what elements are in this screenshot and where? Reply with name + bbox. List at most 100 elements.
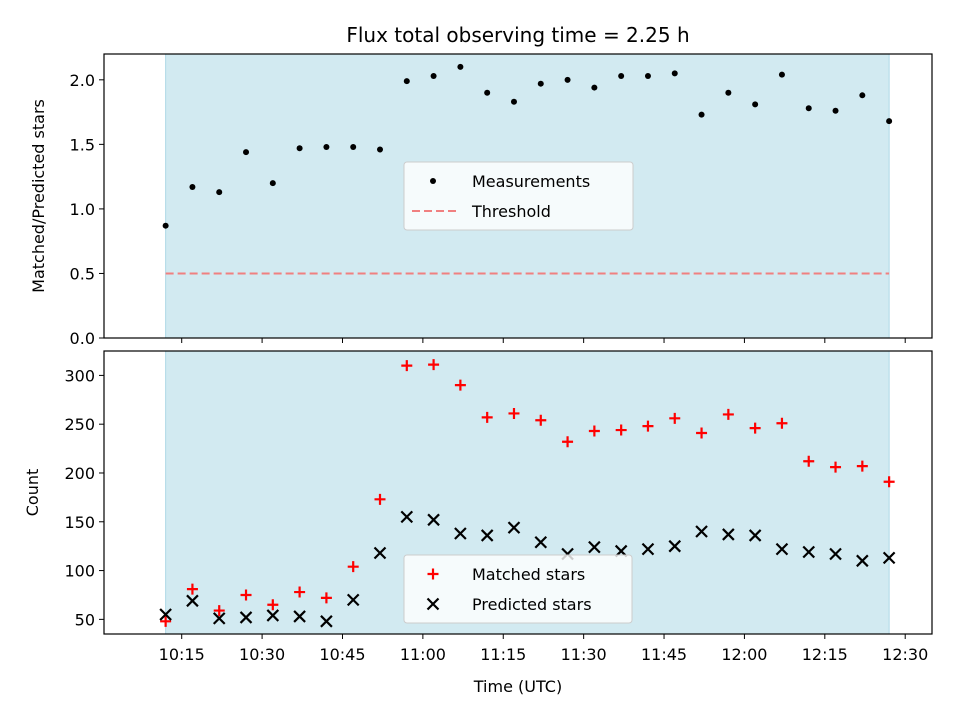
plot-frame <box>103 350 933 635</box>
predicted-star-point <box>266 609 280 622</box>
x-tick-label: 12:15 <box>802 645 848 664</box>
predicted-star-point <box>427 513 440 527</box>
matched-star-point <box>347 561 359 573</box>
matched-star-point <box>642 420 654 432</box>
measurement-point <box>564 76 571 83</box>
y-tick-label: 50 <box>75 610 95 629</box>
measurement-point <box>350 143 357 150</box>
measurement-point <box>671 70 678 77</box>
panel-ratio: 0.0 0.5 1.0 1.5 2.0 Matched/Predicted stars Me… <box>29 53 933 348</box>
predicted-star-point <box>239 611 253 624</box>
y-tick-label: 1.5 <box>70 135 95 154</box>
series-matched-stars <box>160 359 895 627</box>
predicted-star-point <box>588 540 601 554</box>
matched-star-point <box>428 359 440 371</box>
measurement-point <box>537 80 544 87</box>
predicted-star-point <box>775 542 789 556</box>
matched-star-point <box>830 461 842 473</box>
predicted-star-point <box>346 593 360 607</box>
measurement-point <box>886 118 893 125</box>
measurement-point <box>323 143 330 150</box>
predicted-star-point <box>400 510 414 524</box>
measurement-point <box>430 72 437 79</box>
matched-star-point <box>374 493 386 505</box>
predicted-star-point <box>454 527 467 540</box>
legend-label: Predicted stars <box>472 595 592 614</box>
measurement-point <box>403 78 410 85</box>
predicted-star-point <box>534 535 548 549</box>
measurement-point <box>484 89 491 96</box>
legend: Matched stars Predicted stars <box>403 554 633 624</box>
legend-label: Measurements <box>472 172 590 191</box>
legend-label: Matched stars <box>472 565 585 584</box>
x-tick-label: 10:30 <box>239 645 285 664</box>
y-axis-label: Count <box>23 469 42 517</box>
chart-title: Flux total observing time = 2.25 h <box>346 23 689 47</box>
matched-star-point <box>401 360 413 372</box>
measurement-point <box>510 98 517 105</box>
measurement-point <box>457 63 464 70</box>
predicted-star-point <box>159 608 172 621</box>
matched-star-point <box>213 605 225 617</box>
matched-star-point <box>562 436 574 448</box>
y-tick-label: 1.0 <box>70 200 95 219</box>
matched-star-point <box>696 427 708 439</box>
predicted-star-point <box>507 521 521 534</box>
y-tick-label: 300 <box>64 366 95 385</box>
y-tick-label: 200 <box>64 464 95 483</box>
predicted-star-point <box>722 528 735 541</box>
predicted-star-point <box>186 594 199 608</box>
x-tick-label: 11:45 <box>641 645 687 664</box>
x-tick-label: 12:30 <box>882 645 928 664</box>
legend-label: Threshold <box>471 202 551 221</box>
matched-star-point <box>267 599 279 611</box>
predicted-star-point <box>480 529 494 542</box>
matched-star-point <box>454 379 466 391</box>
legend-box <box>403 161 634 231</box>
measurement-point <box>162 222 169 229</box>
panel-counts: 50 100 150 200 250 300 10:15 10:30 10:45 11:00 11:… <box>23 350 933 696</box>
measurement-point <box>725 89 732 96</box>
matched-star-point <box>669 412 681 424</box>
x-tick-label: 11:30 <box>561 645 607 664</box>
measurement-point <box>698 111 705 118</box>
measurement-point <box>618 72 625 79</box>
measurement-point <box>644 72 651 79</box>
measurement-point <box>832 107 839 114</box>
predicted-star-point <box>320 615 333 628</box>
series-predicted-stars <box>159 510 896 628</box>
x-tick-label: 10:15 <box>159 645 205 664</box>
predicted-star-point <box>373 546 387 560</box>
y-tick-label: 100 <box>64 562 95 581</box>
matched-star-point <box>722 408 734 420</box>
measurement-point <box>778 71 785 78</box>
predicted-star-point <box>695 525 708 538</box>
predicted-star-point <box>802 545 816 559</box>
predicted-star-point <box>748 529 762 542</box>
matched-star-point <box>320 592 332 604</box>
legend-measurement-swatch <box>430 178 436 184</box>
x-tick-label: 11:15 <box>480 645 526 664</box>
predicted-star-point <box>882 551 896 565</box>
matched-star-point <box>535 414 547 426</box>
matched-star-point <box>160 615 172 627</box>
predicted-star-point <box>293 610 306 623</box>
measurement-point <box>216 189 223 196</box>
y-axis-label: Matched/Predicted stars <box>29 99 48 293</box>
matched-star-point <box>803 455 815 467</box>
x-tick-label: 10:45 <box>319 645 365 664</box>
measurement-point <box>377 146 383 153</box>
legend-matched-swatch <box>427 568 439 580</box>
matched-star-point <box>240 589 252 601</box>
x-tick-label: 12:00 <box>721 645 767 664</box>
measurement-point <box>752 101 759 108</box>
measurement-point <box>296 145 303 152</box>
predicted-star-point <box>668 539 682 553</box>
measurement-point <box>591 84 598 91</box>
predicted-star-point <box>212 612 226 625</box>
predicted-star-point <box>856 554 869 568</box>
measurement-point <box>189 183 196 190</box>
measurement-point <box>269 180 276 187</box>
